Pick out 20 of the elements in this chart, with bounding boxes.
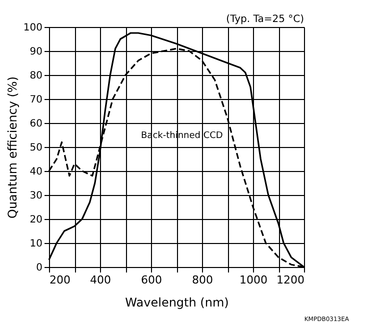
y-tick-label: 100 xyxy=(23,22,42,34)
y-tick-label: 0 xyxy=(36,262,42,274)
y-tick-label: 40 xyxy=(30,166,42,178)
y-tick-label: 60 xyxy=(30,118,42,130)
x-tick-label: 400 xyxy=(90,274,111,286)
x-tick-label: 1000 xyxy=(240,274,268,286)
x-tick-label: 600 xyxy=(141,274,162,286)
text: (Typ. Ta=25 °C) xyxy=(226,14,304,25)
y-axis-title: Quantum efficiency (%) xyxy=(5,76,20,219)
x-tick-label: 800 xyxy=(192,274,213,286)
y-tick-label: 50 xyxy=(30,142,42,154)
y-tick-label: 70 xyxy=(30,94,42,106)
y-tick-label: 90 xyxy=(30,46,42,58)
x-tick-label: 200 xyxy=(50,274,70,286)
x-axis-title: Wavelength (nm) xyxy=(125,296,229,310)
y-tick-label: 30 xyxy=(30,190,42,202)
x-tick-label: 1200 xyxy=(276,274,304,286)
y-tick-label: 80 xyxy=(30,70,42,82)
y-tick-label: 10 xyxy=(30,238,42,250)
y-tick-label: 20 xyxy=(30,214,42,226)
